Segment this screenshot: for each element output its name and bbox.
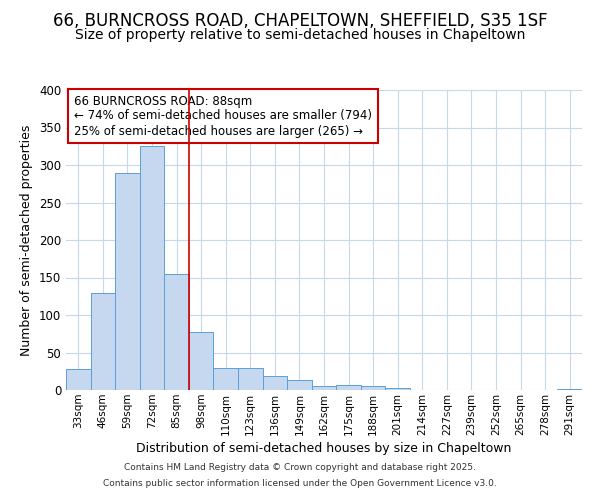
Bar xyxy=(238,368,263,390)
Text: Contains HM Land Registry data © Crown copyright and database right 2025.: Contains HM Land Registry data © Crown c… xyxy=(124,464,476,472)
Y-axis label: Number of semi-detached properties: Number of semi-detached properties xyxy=(20,124,34,356)
Bar xyxy=(361,386,385,390)
Bar xyxy=(189,332,214,390)
Bar xyxy=(140,146,164,390)
Bar xyxy=(557,388,582,390)
X-axis label: Distribution of semi-detached houses by size in Chapeltown: Distribution of semi-detached houses by … xyxy=(136,442,512,455)
Bar xyxy=(66,369,91,390)
Text: Contains public sector information licensed under the Open Government Licence v3: Contains public sector information licen… xyxy=(103,478,497,488)
Bar xyxy=(263,376,287,390)
Bar xyxy=(164,274,189,390)
Bar xyxy=(115,172,140,390)
Bar xyxy=(385,388,410,390)
Text: 66 BURNCROSS ROAD: 88sqm
← 74% of semi-detached houses are smaller (794)
25% of : 66 BURNCROSS ROAD: 88sqm ← 74% of semi-d… xyxy=(74,94,372,138)
Bar xyxy=(312,386,336,390)
Bar xyxy=(214,368,238,390)
Text: 66, BURNCROSS ROAD, CHAPELTOWN, SHEFFIELD, S35 1SF: 66, BURNCROSS ROAD, CHAPELTOWN, SHEFFIEL… xyxy=(53,12,547,30)
Text: Size of property relative to semi-detached houses in Chapeltown: Size of property relative to semi-detach… xyxy=(75,28,525,42)
Bar xyxy=(287,380,312,390)
Bar xyxy=(91,292,115,390)
Bar xyxy=(336,385,361,390)
